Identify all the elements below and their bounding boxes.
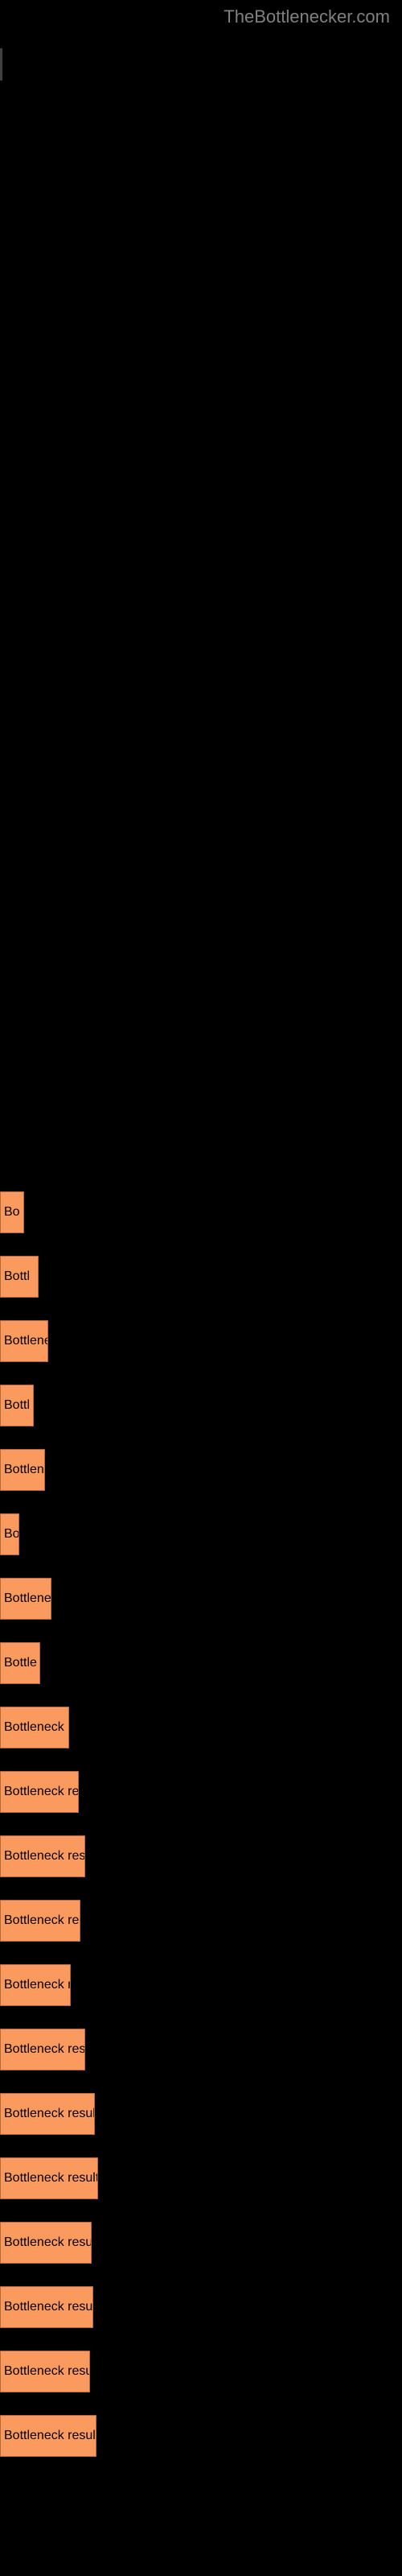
chart-bar: Bottleneck result xyxy=(0,2093,95,2135)
chart-row: Bottl xyxy=(0,1385,402,1449)
chart-bar: Bottl xyxy=(0,1256,39,1298)
bottleneck-chart: Bo Bottl Bottlene Bottl Bottlen Bo Bottlenec Bo… xyxy=(0,1191,402,2479)
chart-row: Bottlene xyxy=(0,1320,402,1385)
chart-row: Bottleneck result xyxy=(0,2351,402,2415)
chart-row: Bottleneck res xyxy=(0,1771,402,1835)
chart-row: Bottleneck re xyxy=(0,1707,402,1771)
chart-row: Bottle xyxy=(0,1642,402,1707)
chart-bar: Bottleneck result xyxy=(0,2351,90,2392)
chart-bar: Bo xyxy=(0,1191,24,1233)
chart-row: Bottleneck result xyxy=(0,2157,402,2222)
chart-row: Bottleneck result xyxy=(0,2286,402,2351)
chart-row: Bottlen xyxy=(0,1449,402,1513)
side-marker xyxy=(0,48,2,80)
chart-row: Bottl xyxy=(0,1256,402,1320)
chart-row: Bottleneck r xyxy=(0,1964,402,2029)
chart-row: Bottlenec xyxy=(0,1578,402,1642)
chart-bar: Bottleneck result xyxy=(0,2286,93,2328)
chart-bar: Bottlene xyxy=(0,1320,48,1362)
chart-bar: Bottleneck r xyxy=(0,1964,71,2006)
chart-row: Bottleneck resul xyxy=(0,2029,402,2093)
chart-bar: Bottl xyxy=(0,1385,34,1426)
chart-row: Bottleneck res xyxy=(0,1900,402,1964)
chart-bar: Bottleneck res xyxy=(0,1771,79,1813)
chart-bar: Bo xyxy=(0,1513,19,1555)
chart-bar: Bottleneck result xyxy=(0,2415,96,2457)
chart-row: Bottleneck result xyxy=(0,1835,402,1900)
site-logo: TheBottlenecker.com xyxy=(0,0,402,27)
chart-bar: Bottleneck result xyxy=(0,2157,98,2199)
chart-bar: Bottleneck result xyxy=(0,1835,85,1877)
chart-bar: Bottlenec xyxy=(0,1578,51,1620)
chart-bar: Bottleneck re xyxy=(0,1707,69,1748)
chart-bar: Bottle xyxy=(0,1642,40,1684)
chart-row: Bottleneck result xyxy=(0,2222,402,2286)
chart-row: Bottleneck result xyxy=(0,2093,402,2157)
chart-bar: Bottleneck result xyxy=(0,2222,92,2264)
chart-bar: Bottleneck resul xyxy=(0,2029,85,2070)
chart-bar: Bottlen xyxy=(0,1449,45,1491)
chart-row: Bo xyxy=(0,1191,402,1256)
chart-row: Bo xyxy=(0,1513,402,1578)
chart-row: Bottleneck result xyxy=(0,2415,402,2479)
chart-bar: Bottleneck res xyxy=(0,1900,80,1942)
